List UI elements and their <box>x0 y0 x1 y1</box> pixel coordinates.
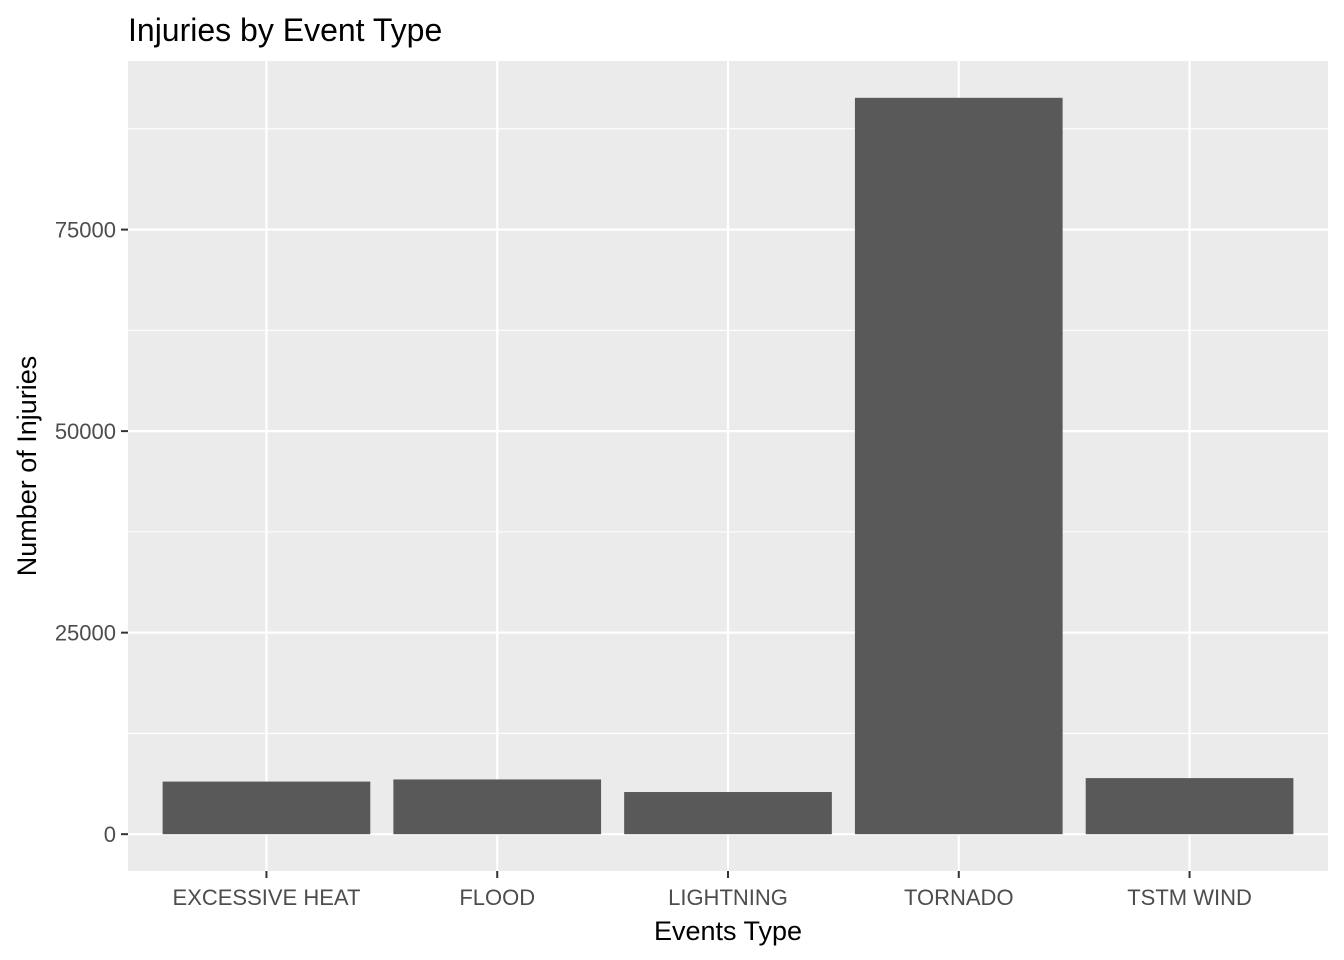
y-tick-label: 75000 <box>55 218 116 243</box>
bar-flood <box>393 779 602 835</box>
x-tick-label: TSTM WIND <box>1127 885 1252 910</box>
y-tick-label: 50000 <box>55 419 116 444</box>
bar-excessive-heat <box>162 781 371 835</box>
y-axis: 0 25000 50000 75000 <box>55 218 128 847</box>
y-axis-title: Number of Injuries <box>12 356 42 577</box>
x-tick-label: EXCESSIVE HEAT <box>173 885 361 910</box>
y-tick-label: 25000 <box>55 621 116 646</box>
major-gridlines <box>128 61 1328 871</box>
bar-tornado <box>854 97 1063 835</box>
chart-title: Injuries by Event Type <box>128 12 442 48</box>
bar-lightning <box>624 792 832 835</box>
y-tick-label: 0 <box>104 822 116 847</box>
x-tick-label: LIGHTNING <box>668 885 788 910</box>
x-tick-label: FLOOD <box>459 885 535 910</box>
x-tick-label: TORNADO <box>904 885 1014 910</box>
bars-group <box>162 97 1294 835</box>
x-axis: EXCESSIVE HEAT FLOOD LIGHTNING TORNADO TSTM … <box>173 871 1252 910</box>
bar-tstm-wind <box>1085 778 1294 835</box>
x-axis-title: Events Type <box>654 916 802 946</box>
